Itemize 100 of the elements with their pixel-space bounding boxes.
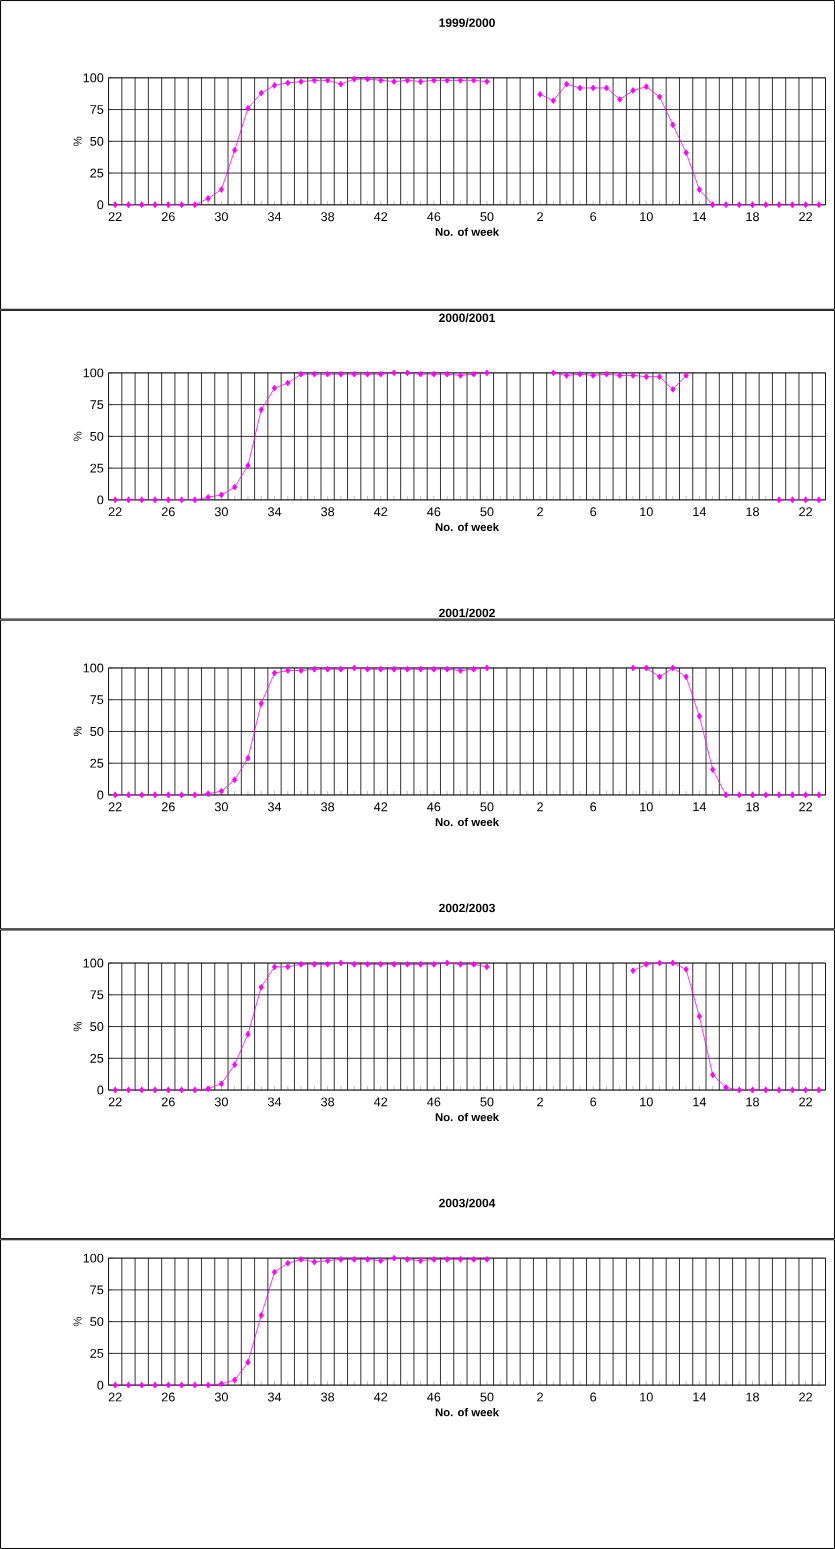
point bbox=[710, 1071, 716, 1079]
point bbox=[112, 1381, 118, 1389]
point bbox=[696, 186, 702, 193]
y-tick-label: 75 bbox=[90, 1285, 104, 1295]
point bbox=[404, 77, 410, 84]
point bbox=[471, 665, 477, 673]
y-tick-label: 50 bbox=[90, 726, 104, 736]
point bbox=[125, 201, 132, 209]
point bbox=[338, 959, 344, 967]
point bbox=[271, 1268, 278, 1276]
x-tick-label: 42 bbox=[373, 507, 388, 517]
y-tick-label: 100 bbox=[83, 958, 104, 968]
point bbox=[577, 84, 583, 92]
point bbox=[710, 201, 716, 209]
point bbox=[749, 1086, 756, 1094]
x-tick-label: 46 bbox=[427, 507, 441, 517]
x-tick-label: 10 bbox=[640, 507, 653, 517]
point bbox=[564, 80, 570, 88]
point bbox=[683, 149, 689, 157]
point bbox=[338, 80, 344, 88]
point bbox=[391, 369, 397, 377]
x-tick-label: 42 bbox=[373, 1392, 388, 1402]
point bbox=[431, 77, 437, 84]
point bbox=[683, 372, 689, 379]
point bbox=[298, 1256, 304, 1263]
point bbox=[603, 370, 610, 378]
point bbox=[364, 75, 371, 83]
x-tick-label: 2 bbox=[537, 1392, 543, 1402]
point bbox=[112, 496, 118, 504]
point bbox=[125, 791, 132, 799]
point bbox=[218, 491, 224, 499]
x-tick-label: 18 bbox=[746, 507, 759, 517]
point bbox=[656, 673, 663, 681]
x-tick-label: 18 bbox=[746, 1097, 759, 1107]
point bbox=[431, 665, 437, 673]
point bbox=[484, 369, 490, 377]
point bbox=[205, 790, 211, 798]
point bbox=[444, 1256, 450, 1263]
point bbox=[112, 1086, 118, 1094]
point bbox=[617, 372, 623, 379]
point bbox=[285, 379, 291, 387]
x-tick-label: 34 bbox=[267, 802, 282, 812]
point bbox=[736, 201, 742, 209]
x-tick-label: 22 bbox=[108, 1097, 122, 1107]
y-tick-label: 25 bbox=[90, 463, 104, 473]
point bbox=[643, 373, 649, 381]
point bbox=[139, 1086, 145, 1094]
point bbox=[577, 370, 583, 378]
point bbox=[311, 370, 317, 378]
point bbox=[710, 766, 716, 773]
point bbox=[816, 201, 822, 209]
point bbox=[205, 494, 211, 501]
point bbox=[125, 496, 132, 504]
point bbox=[232, 1061, 238, 1068]
y-tick-label: 25 bbox=[90, 758, 104, 768]
point bbox=[431, 370, 437, 378]
point bbox=[232, 483, 238, 491]
point bbox=[457, 1256, 463, 1263]
point bbox=[617, 96, 623, 103]
point bbox=[311, 960, 317, 968]
point bbox=[378, 370, 384, 378]
point bbox=[444, 77, 450, 84]
point bbox=[763, 1086, 769, 1094]
point bbox=[271, 963, 278, 971]
point bbox=[139, 496, 145, 504]
point bbox=[457, 960, 463, 968]
x-tick-label: 38 bbox=[321, 1097, 335, 1107]
point bbox=[232, 146, 238, 154]
point bbox=[670, 664, 676, 672]
point bbox=[457, 372, 463, 379]
point bbox=[776, 1086, 782, 1094]
point bbox=[178, 496, 185, 504]
point bbox=[218, 787, 224, 795]
x-tick-label: 6 bbox=[590, 1097, 597, 1107]
point bbox=[789, 201, 795, 209]
point bbox=[112, 201, 118, 209]
point bbox=[378, 960, 384, 968]
point bbox=[749, 791, 756, 799]
point bbox=[789, 1086, 795, 1094]
point bbox=[285, 667, 291, 674]
x-tick-label: 18 bbox=[746, 1392, 759, 1402]
x-tick-label: 22 bbox=[108, 212, 122, 222]
y-tick-label: 100 bbox=[83, 73, 104, 83]
point bbox=[192, 496, 198, 504]
point bbox=[670, 959, 676, 967]
point bbox=[178, 1086, 185, 1094]
y-tick-label: 75 bbox=[90, 105, 104, 114]
x-tick-label: 46 bbox=[427, 1097, 441, 1107]
point bbox=[736, 791, 742, 799]
point bbox=[417, 960, 424, 968]
point bbox=[630, 664, 636, 672]
point bbox=[351, 664, 357, 672]
point bbox=[537, 90, 543, 98]
x-tick-label: 22 bbox=[799, 802, 813, 812]
point bbox=[298, 960, 304, 968]
point bbox=[325, 960, 331, 968]
point bbox=[803, 496, 809, 504]
point bbox=[816, 496, 822, 504]
y-tick-label: 50 bbox=[90, 136, 104, 146]
point bbox=[630, 372, 636, 379]
